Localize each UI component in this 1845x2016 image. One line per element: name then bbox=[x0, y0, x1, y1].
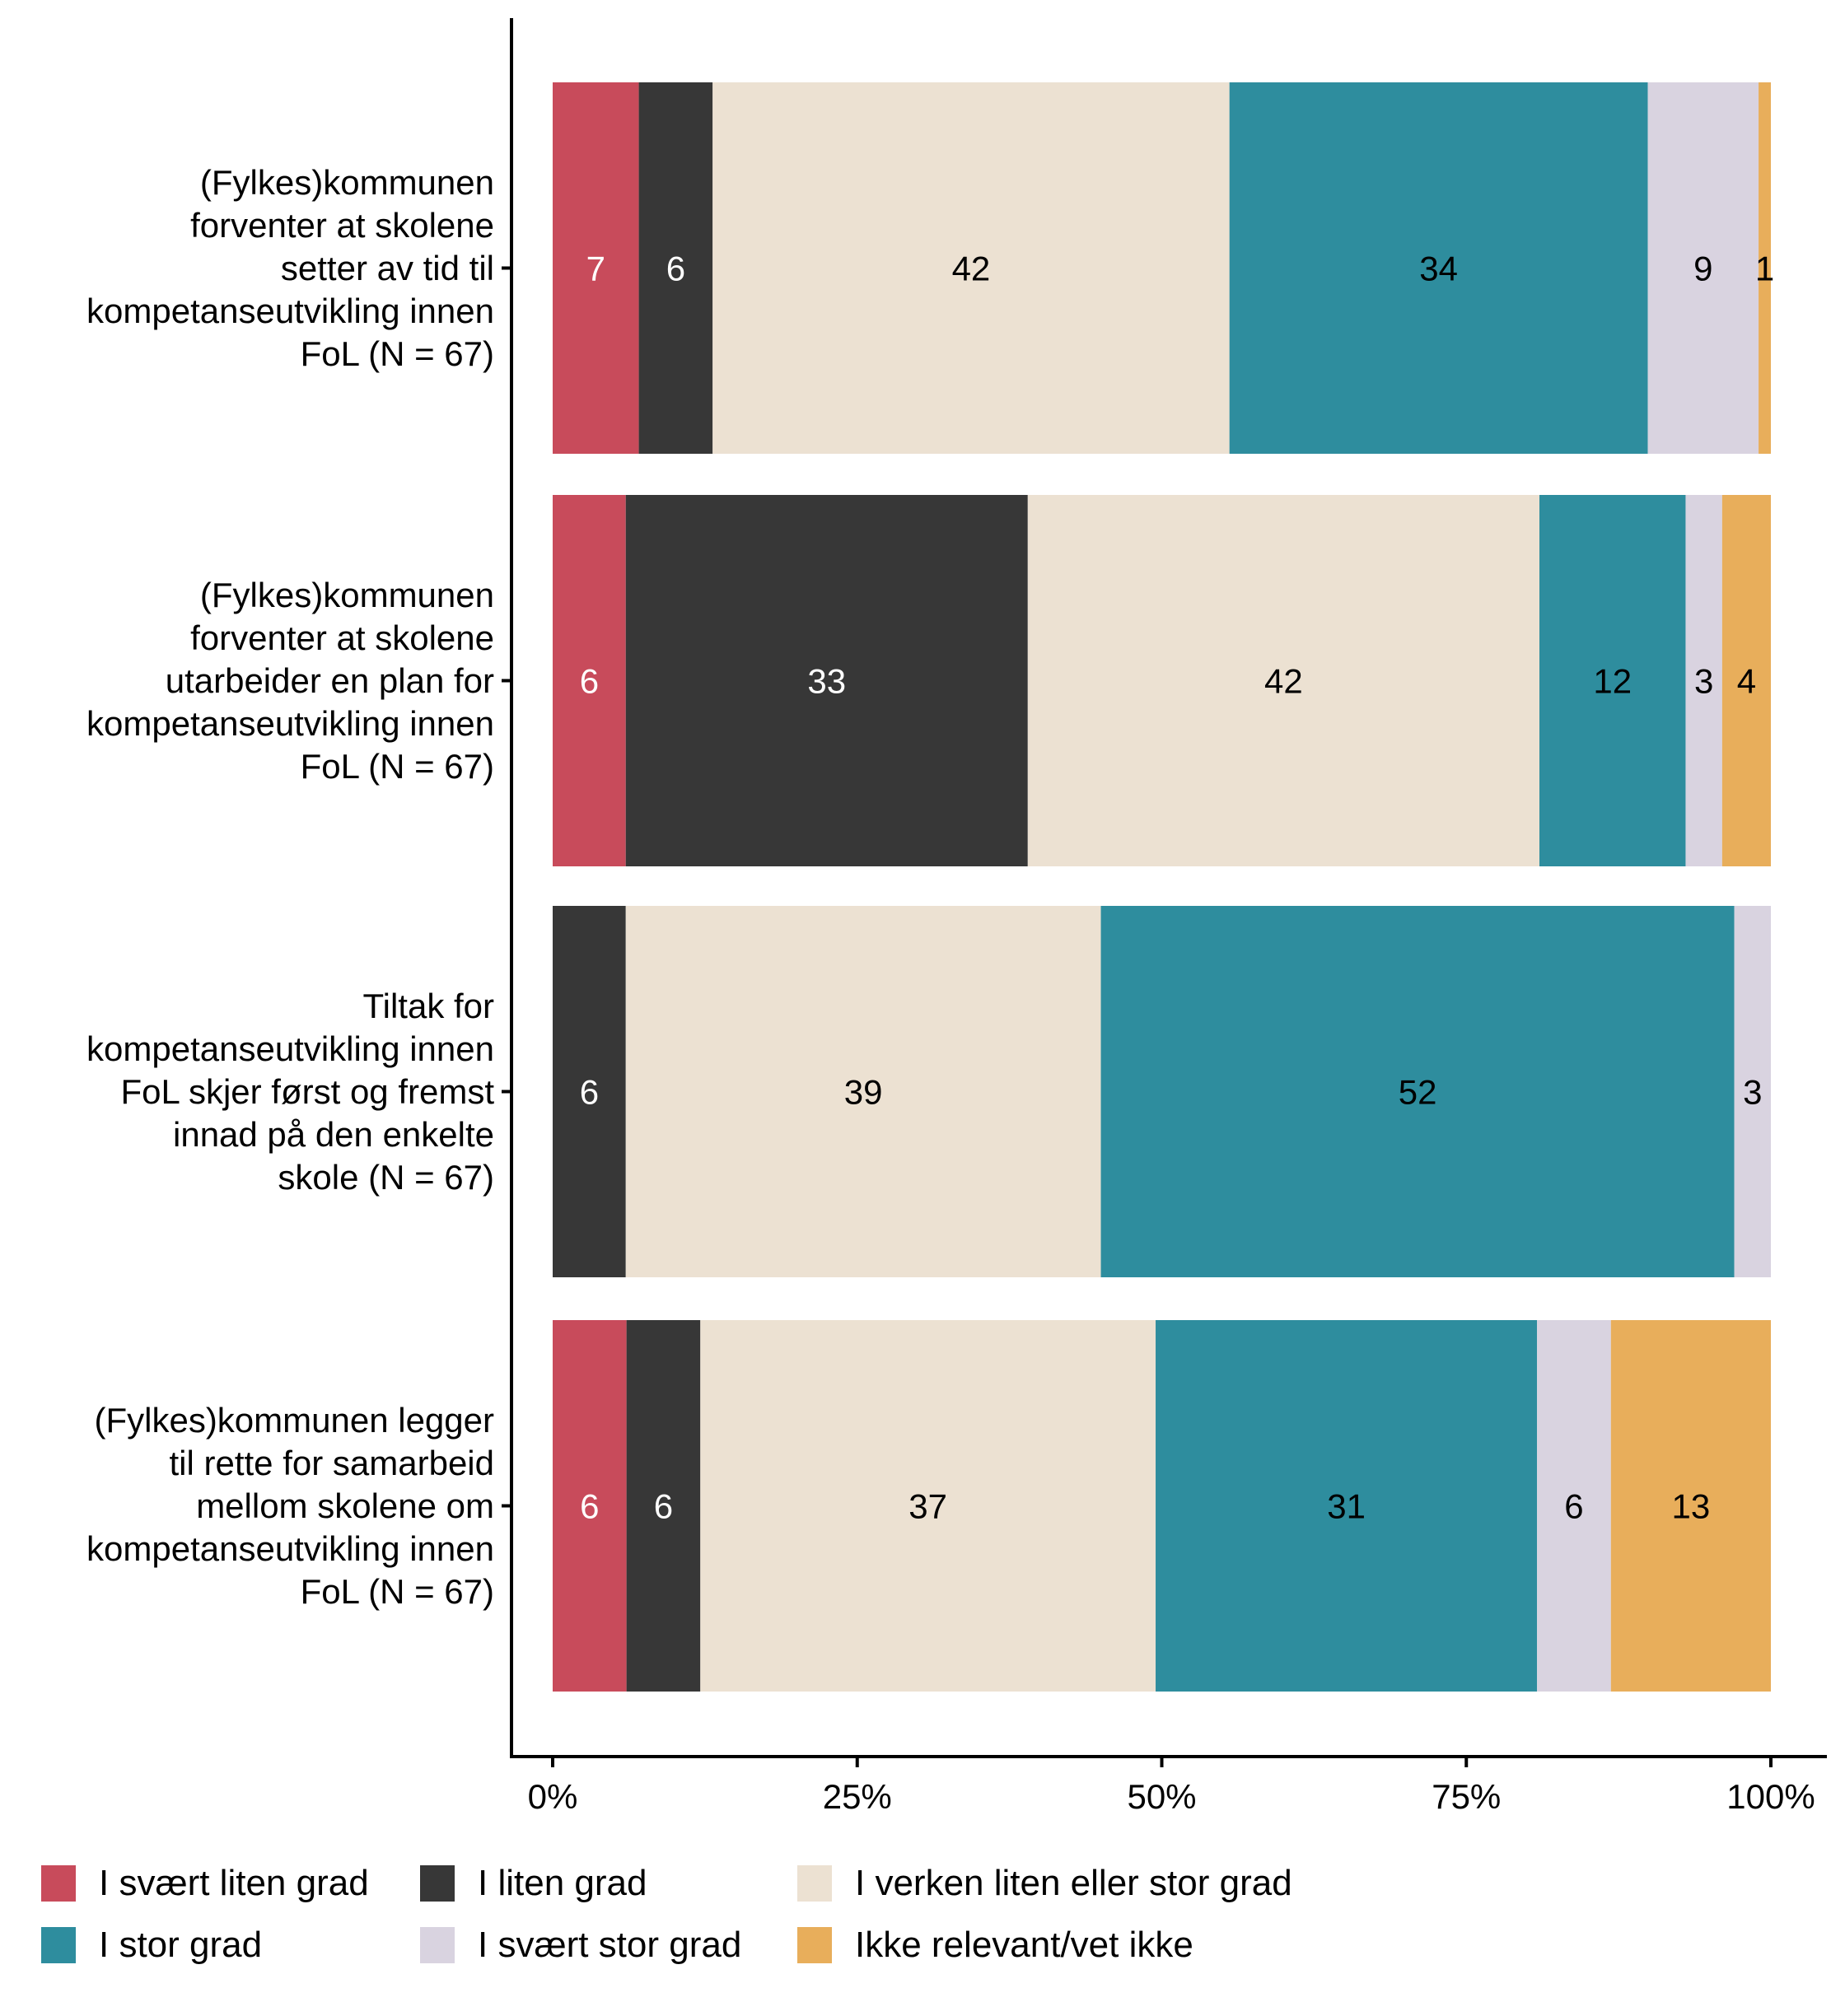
bar-value-label: 3 bbox=[1694, 662, 1713, 701]
bar-value-label: 4 bbox=[1737, 662, 1756, 701]
y-ticks-group bbox=[502, 266, 511, 1508]
bar-segment bbox=[626, 1320, 701, 1692]
bar-segment bbox=[1610, 1320, 1771, 1692]
bar-segment bbox=[553, 906, 626, 1277]
legend-item: I stor grad bbox=[41, 1925, 262, 1966]
x-tick-label: 0% bbox=[528, 1777, 578, 1816]
legend-item: Ikke relevant/vet ikke bbox=[797, 1925, 1193, 1966]
legend-item: I liten grad bbox=[420, 1863, 647, 1904]
legend-label: I svært stor grad bbox=[478, 1925, 742, 1965]
bar-value-label: 6 bbox=[1564, 1487, 1583, 1526]
x-tick-label: 25% bbox=[823, 1777, 892, 1816]
bar-segment bbox=[1734, 906, 1771, 1277]
bar-segment bbox=[638, 82, 713, 454]
category-label: (Fylkes)kommunen forventer at skolene ut… bbox=[86, 575, 494, 786]
bar-value-label: 6 bbox=[580, 1487, 599, 1526]
category-label: (Fylkes)kommunen legger til rette for sa… bbox=[86, 1400, 494, 1611]
legend-swatch bbox=[41, 1865, 76, 1902]
legend-item: I svært stor grad bbox=[420, 1925, 741, 1966]
bar-segment bbox=[700, 1320, 1156, 1692]
bar-value-label: 13 bbox=[1672, 1487, 1711, 1526]
bar-segment bbox=[1100, 906, 1735, 1277]
bar-value-label: 3 bbox=[1743, 1073, 1762, 1112]
bar-value-label: 6 bbox=[580, 662, 599, 701]
bar-value-label: 1 bbox=[1755, 250, 1774, 288]
legend-swatch bbox=[420, 1927, 455, 1963]
bar-labels-group: 7 6 42 34 9 16 33 42 12 3 46 39 52 36 6 37 31 6 13 bbox=[580, 250, 1775, 1526]
bar-value-label: 42 bbox=[952, 250, 991, 288]
bar-value-label: 37 bbox=[908, 1487, 947, 1526]
bar-segment bbox=[1759, 82, 1771, 454]
bar-segment bbox=[1647, 82, 1759, 454]
bar-segment bbox=[1721, 495, 1771, 866]
bar-segment bbox=[1229, 82, 1648, 454]
legend-label: Ikke relevant/vet ikke bbox=[855, 1925, 1193, 1965]
x-tick-label: 75% bbox=[1432, 1777, 1501, 1816]
bar-value-label: 39 bbox=[844, 1073, 883, 1112]
legend-swatch bbox=[797, 1927, 832, 1963]
bar-value-label: 7 bbox=[586, 250, 605, 288]
legend-label: I stor grad bbox=[99, 1925, 263, 1965]
bar-value-label: 34 bbox=[1419, 250, 1458, 288]
bar-segment bbox=[1156, 1320, 1538, 1692]
bar-value-label: 52 bbox=[1399, 1073, 1437, 1112]
bar-value-label: 6 bbox=[654, 1487, 673, 1526]
x-tick-label: 100% bbox=[1726, 1777, 1815, 1816]
bar-value-label: 42 bbox=[1264, 662, 1303, 701]
legend-item: I svært liten grad bbox=[41, 1863, 369, 1904]
bar-segment bbox=[553, 1320, 627, 1692]
bar-segment bbox=[553, 82, 639, 454]
x-ticks-group: 0% 25% 50% 75% 100% bbox=[528, 1757, 1815, 1816]
bar-segment bbox=[1539, 495, 1686, 866]
bar-segment bbox=[712, 82, 1230, 454]
bar-segment bbox=[1685, 495, 1722, 866]
bar-value-label: 6 bbox=[666, 250, 685, 288]
bar-value-label: 31 bbox=[1327, 1487, 1366, 1526]
legend-swatch bbox=[41, 1927, 76, 1963]
category-label: Tiltak for kompetanseutvikling innen FoL… bbox=[86, 986, 494, 1197]
bar-segment bbox=[1537, 1320, 1611, 1692]
x-tick-label: 50% bbox=[1127, 1777, 1196, 1816]
bar-value-label: 33 bbox=[807, 662, 846, 701]
legend-swatch bbox=[797, 1865, 832, 1902]
bar-segment bbox=[553, 495, 626, 866]
legend-swatch bbox=[420, 1865, 455, 1902]
bar-segment bbox=[625, 495, 1028, 866]
bar-segment bbox=[625, 906, 1101, 1277]
legend-label: I liten grad bbox=[478, 1863, 647, 1903]
bars-group bbox=[553, 82, 1771, 1692]
category-label: (Fylkes)kommunen forventer at skolene se… bbox=[86, 162, 494, 373]
bar-value-label: 6 bbox=[580, 1073, 599, 1112]
bar-value-label: 12 bbox=[1593, 662, 1632, 701]
bar-segment bbox=[1027, 495, 1539, 866]
legend-label: I svært liten grad bbox=[99, 1863, 369, 1903]
legend-label: I verken liten eller stor grad bbox=[855, 1863, 1292, 1903]
legend-item: I verken liten eller stor grad bbox=[797, 1863, 1292, 1904]
bar-value-label: 9 bbox=[1693, 250, 1712, 288]
